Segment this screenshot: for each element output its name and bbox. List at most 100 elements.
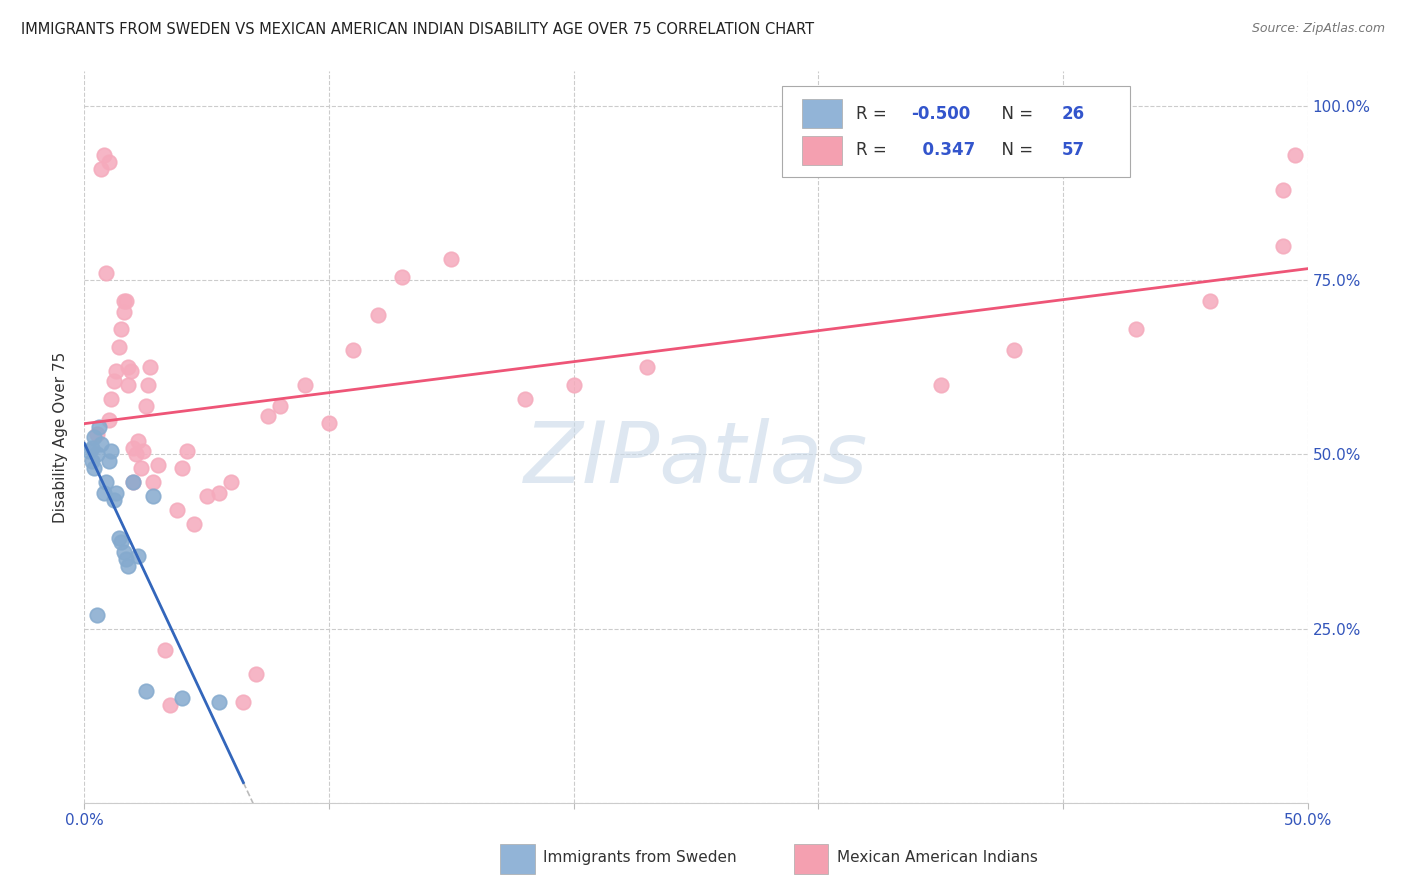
Point (269, 399, 291, 413)
Point (1272, 183, 1295, 197)
Point (232, 695, 254, 709)
Point (294, 377, 316, 392)
Point (105, 364, 128, 378)
Point (136, 377, 159, 392)
Point (127, 434, 149, 448)
Point (1002, 343, 1025, 357)
Point (132, 444, 155, 458)
Point (166, 503, 188, 517)
Point (117, 377, 139, 392)
Point (93, 485, 115, 500)
Point (135, 399, 157, 413)
Point (440, 252, 463, 267)
Point (342, 343, 364, 357)
Point (97, 454, 120, 468)
Point (107, 339, 129, 353)
Text: N =: N = (991, 104, 1038, 123)
Text: N =: N = (991, 141, 1038, 160)
Point (129, 461, 152, 475)
Point (112, 545, 135, 559)
Point (120, 364, 142, 378)
Point (562, 377, 585, 392)
Point (86, 448, 108, 462)
Text: -0.500: -0.500 (911, 104, 970, 123)
Point (172, 691, 194, 706)
Point (367, 308, 389, 322)
Point (80, 441, 103, 455)
Point (146, 458, 169, 472)
Point (153, 642, 176, 657)
Point (122, 475, 145, 490)
Point (97, 412, 120, 426)
Point (103, 492, 125, 507)
Text: Mexican American Indians: Mexican American Indians (837, 850, 1038, 865)
Point (159, 698, 181, 713)
Point (86, 426, 108, 441)
Point (142, 475, 165, 490)
Point (90, 437, 112, 451)
Point (103, 375, 125, 389)
Point (87, 419, 110, 434)
Point (97, 155, 120, 169)
Point (257, 409, 280, 424)
Point (93, 148, 115, 162)
Point (83, 461, 105, 475)
Point (127, 549, 149, 563)
Point (100, 444, 122, 458)
Point (122, 475, 145, 490)
Point (115, 552, 138, 566)
Point (208, 485, 231, 500)
FancyBboxPatch shape (782, 86, 1130, 178)
FancyBboxPatch shape (794, 845, 828, 874)
Point (176, 444, 198, 458)
Point (86, 607, 108, 622)
Point (318, 416, 340, 430)
Text: IMMIGRANTS FROM SWEDEN VS MEXICAN AMERICAN INDIAN DISABILITY AGE OVER 75 CORRELA: IMMIGRANTS FROM SWEDEN VS MEXICAN AMERIC… (21, 22, 814, 37)
Point (1125, 322, 1147, 336)
Text: Immigrants from Sweden: Immigrants from Sweden (543, 850, 737, 865)
Point (117, 558, 139, 573)
Point (929, 377, 952, 392)
Point (117, 360, 139, 375)
Point (513, 392, 536, 406)
Point (122, 441, 145, 455)
Point (96, 266, 118, 280)
Point (112, 304, 135, 318)
Point (208, 695, 231, 709)
Point (80, 454, 103, 468)
Point (100, 392, 122, 406)
Text: 57: 57 (1062, 141, 1085, 160)
Point (1284, 148, 1306, 162)
Point (110, 534, 132, 549)
FancyBboxPatch shape (803, 99, 842, 128)
Point (172, 461, 194, 475)
Point (125, 448, 148, 462)
Point (391, 269, 413, 284)
Point (135, 684, 157, 698)
Point (107, 531, 129, 545)
Text: R =: R = (856, 104, 893, 123)
Point (77, 444, 100, 458)
Point (115, 294, 138, 309)
Point (1272, 238, 1295, 252)
Point (219, 475, 242, 490)
Point (96, 475, 118, 490)
Text: ZIPatlas: ZIPatlas (524, 417, 868, 500)
Text: 0.347: 0.347 (911, 141, 976, 160)
Point (110, 322, 132, 336)
FancyBboxPatch shape (803, 136, 842, 165)
Point (139, 360, 162, 375)
Point (83, 430, 105, 444)
Text: R =: R = (856, 141, 893, 160)
Point (1198, 294, 1220, 309)
Point (195, 489, 218, 503)
FancyBboxPatch shape (501, 845, 534, 874)
Text: Source: ZipAtlas.com: Source: ZipAtlas.com (1251, 22, 1385, 36)
Text: 26: 26 (1062, 104, 1085, 123)
Point (90, 161, 112, 176)
Point (636, 360, 658, 375)
Y-axis label: Disability Age Over 75: Disability Age Over 75 (53, 351, 69, 523)
Point (112, 294, 135, 309)
Point (142, 489, 165, 503)
Point (105, 485, 128, 500)
